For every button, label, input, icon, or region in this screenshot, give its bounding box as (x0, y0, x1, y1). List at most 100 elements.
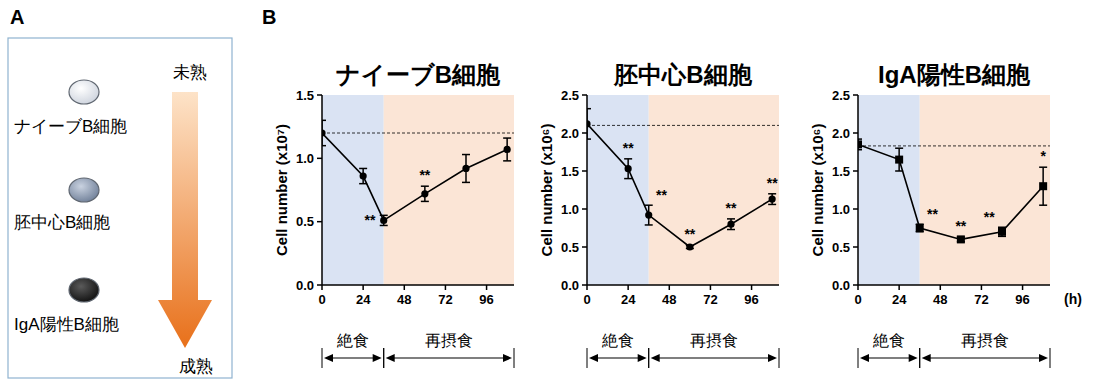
arrow-head (324, 354, 333, 362)
error-cap (1039, 166, 1047, 168)
y-tick (582, 94, 587, 96)
error-cap (421, 185, 429, 187)
significance-mark: ** (365, 212, 376, 228)
y-tick-label: 2.5 (832, 88, 850, 103)
x-tick-label: 0 (318, 292, 325, 307)
error-bar (895, 148, 903, 171)
x-tick (751, 285, 753, 290)
data-point (895, 156, 903, 164)
stage-label: ナイーブB細胞 (14, 117, 127, 136)
y-tick (317, 94, 322, 96)
x-tick (586, 285, 588, 290)
significance-mark: ** (726, 200, 737, 216)
data-point (380, 217, 387, 224)
error-bar (768, 194, 776, 205)
x-tick (940, 285, 942, 290)
period-region (322, 95, 384, 285)
y-tick (582, 170, 587, 172)
chart-title: IgA陽性B細胞 (878, 61, 1031, 88)
top-label: 未熟 (173, 63, 207, 82)
y-tick-label: 1.0 (561, 202, 579, 217)
period-bound (858, 348, 859, 368)
y-tick-label: 0.5 (561, 240, 579, 255)
x-tick (981, 285, 983, 290)
error-cap (359, 168, 367, 170)
period-arrow (929, 357, 1041, 358)
period-arrow (331, 357, 375, 358)
period-bound (919, 348, 920, 368)
x-tick (486, 285, 488, 290)
period-label: 絶食 (872, 332, 905, 349)
significance-mark: ** (984, 209, 995, 225)
period-bound (383, 348, 384, 368)
x-tick (710, 285, 712, 290)
significance-mark: ** (927, 206, 938, 222)
data-point (769, 196, 776, 203)
arrow-head (922, 354, 931, 362)
data-point (504, 146, 511, 153)
x-tick (404, 285, 406, 290)
y-axis-title: Cell number (x10⁶) (809, 124, 826, 257)
error-bar (1039, 167, 1047, 205)
period-arrow (596, 357, 640, 358)
x-tick-label: 96 (1015, 292, 1029, 307)
y-tick (853, 94, 858, 96)
significance-mark: ** (656, 187, 667, 203)
period-label: 絶食 (601, 332, 634, 349)
arrow-head (768, 354, 777, 362)
arrow-head (1039, 354, 1048, 362)
error-cap (645, 224, 653, 226)
x-tick (857, 285, 859, 290)
period-bound (919, 348, 920, 368)
error-cap (503, 160, 511, 162)
y-tick (582, 132, 587, 134)
error-bar (916, 224, 924, 232)
period-bound (779, 348, 780, 368)
y-tick (853, 246, 858, 248)
period-label: 再摂食 (961, 332, 1009, 349)
plot-area (858, 95, 1050, 285)
x-tick-label: 48 (662, 292, 676, 307)
y-tick-label: 1.5 (561, 164, 579, 179)
y-tick (582, 246, 587, 248)
x-tick-label: 0 (583, 292, 590, 307)
error-cap (462, 182, 470, 184)
arrow-head (860, 354, 869, 362)
x-axis (858, 284, 1050, 286)
y-axis (586, 95, 588, 285)
chart: 0.00.51.01.5024487296Cell number (x10⁷)ナ… (273, 61, 514, 368)
figure: A未熟成熟ナイーブB細胞胚中心B細胞IgA陽性B細胞B0.00.51.01.50… (0, 0, 1112, 386)
bottom-label: 成熟 (179, 357, 213, 376)
error-cap (727, 218, 735, 220)
arrow-head (589, 354, 598, 362)
y-tick (853, 170, 858, 172)
arrow-head (909, 354, 918, 362)
period-region (858, 95, 920, 285)
y-axis (321, 95, 323, 285)
error-cap (895, 170, 903, 172)
y-tick-label: 2.5 (561, 88, 579, 103)
period-arrow (393, 357, 505, 358)
y-tick-label: 0.0 (832, 278, 850, 293)
y-tick (582, 208, 587, 210)
data-point (1039, 182, 1047, 190)
data-point (645, 211, 652, 218)
error-cap (462, 154, 470, 156)
cell-icon (69, 278, 99, 302)
y-tick-label: 0.0 (296, 278, 314, 293)
period-label: 絶食 (336, 332, 369, 349)
error-bar (727, 219, 735, 230)
error-cap (380, 225, 388, 227)
x-tick-label: 0 (854, 292, 861, 307)
error-cap (895, 147, 903, 149)
y-tick (317, 221, 322, 223)
x-tick-label: 24 (356, 292, 371, 307)
y-tick-label: 1.0 (832, 202, 850, 217)
error-cap (1039, 204, 1047, 206)
x-unit: (h) (1064, 291, 1082, 307)
panel-letter: A (10, 6, 24, 28)
y-axis (857, 95, 859, 285)
error-cap (998, 226, 1006, 228)
arrow-head (373, 354, 382, 362)
data-point (727, 221, 734, 228)
